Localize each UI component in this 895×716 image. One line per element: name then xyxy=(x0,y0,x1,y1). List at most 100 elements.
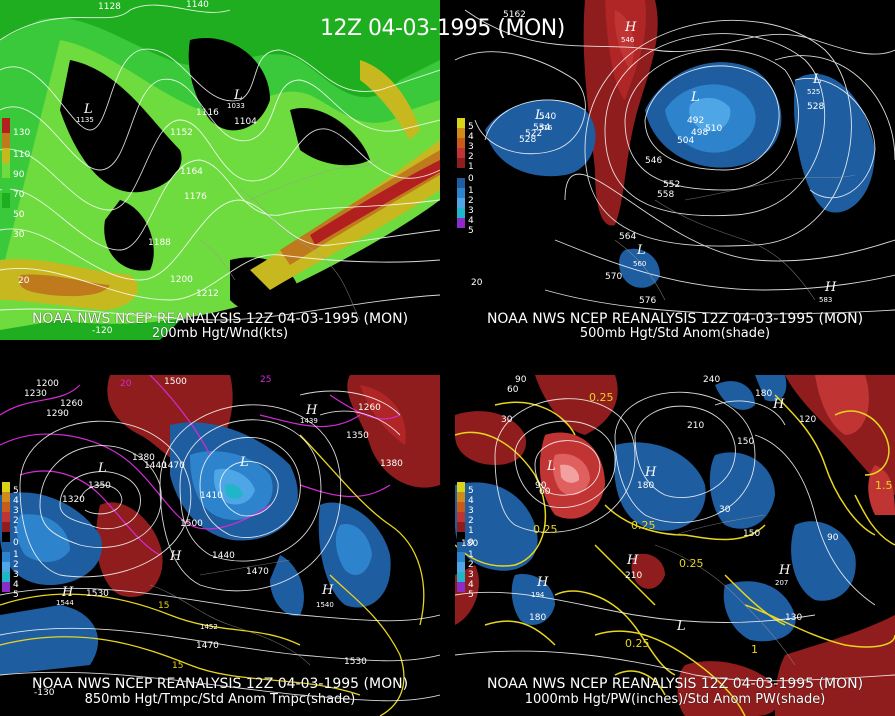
panel-subcaption: 850mb Hgt/Tmpc/Std Anom Tmpc(shade) xyxy=(84,692,356,707)
low-pressure-marker: L xyxy=(234,88,243,103)
legend-swatch xyxy=(2,552,10,562)
low-pressure-marker: L xyxy=(813,72,822,87)
legend-tick: 5 xyxy=(468,590,474,600)
legend-swatch xyxy=(2,148,10,163)
contour-label: 1440 xyxy=(144,461,167,471)
contour-label: 1500 xyxy=(164,377,187,387)
legend-swatch xyxy=(2,163,10,178)
contour-label: 552 xyxy=(663,180,681,190)
legend-tick: 4 xyxy=(468,580,474,590)
contour-label: 1380 xyxy=(132,453,155,463)
legend-swatch xyxy=(457,188,465,198)
contour-label: 0.25 xyxy=(679,557,704,570)
legend-swatch xyxy=(2,542,10,552)
legend-tick: 5 xyxy=(13,590,19,600)
legend-tick: 3 xyxy=(468,506,474,516)
legend-swatch xyxy=(2,582,10,592)
anomaly-shading xyxy=(455,0,895,340)
contour-label: 90 xyxy=(515,375,527,385)
contour-label: 180 xyxy=(755,389,773,399)
legend-swatch xyxy=(2,502,10,512)
contour-label: 1530 xyxy=(86,589,109,599)
contour-label: 583 xyxy=(819,296,833,304)
contour-label: 240 xyxy=(703,375,721,385)
contour-label: 60 xyxy=(507,385,519,395)
legend-tick: 3 xyxy=(13,506,19,516)
legend-swatch xyxy=(457,582,465,592)
contour-label: 1320 xyxy=(62,495,85,505)
legend-swatch xyxy=(2,522,10,532)
legend-tick: 130 xyxy=(13,128,31,138)
contour-label: 1140 xyxy=(186,0,209,10)
contour-label: 1440 xyxy=(212,551,235,561)
legend-tick: 0 xyxy=(468,174,474,184)
legend-swatch xyxy=(457,532,465,542)
low-pressure-marker: L xyxy=(677,619,686,634)
contour-label: 1500 xyxy=(180,519,203,529)
legend-tick: 70 xyxy=(13,190,25,200)
contour-label: 5162 xyxy=(503,10,526,20)
contour-label: 528 xyxy=(807,102,825,112)
low-pressure-marker: L xyxy=(240,455,249,470)
legend-swatch xyxy=(457,552,465,562)
contour-label: 1104 xyxy=(234,117,257,127)
legend-swatch xyxy=(457,542,465,552)
legend-swatch xyxy=(457,572,465,582)
contour-label: 528 xyxy=(519,135,537,145)
legend-tick: 1 xyxy=(468,550,474,560)
legend-tick: 2 xyxy=(13,516,19,526)
contour-label: 1260 xyxy=(60,399,83,409)
contour-label: 1200 xyxy=(36,379,59,389)
legend-tick: 4 xyxy=(13,580,19,590)
longitude-label: -120 xyxy=(92,326,113,336)
panel-500mb-map: 5 4 3 2 1 0 1 2 3 4 5 5162 546 540 534 5… xyxy=(455,0,895,340)
legend-swatch xyxy=(457,198,465,208)
legend-tick: 2 xyxy=(468,196,474,206)
legend-swatch xyxy=(457,512,465,522)
contour-label: 1410 xyxy=(200,491,223,501)
high-pressure-marker: H xyxy=(773,397,785,412)
legend-tick: 5 xyxy=(468,486,474,496)
legend-swatch xyxy=(457,522,465,532)
contour-label: 20 xyxy=(120,379,132,389)
legend-tick: 5 xyxy=(13,486,19,496)
legend-tick: 1 xyxy=(468,526,474,536)
contour-label: 150 xyxy=(743,529,761,539)
contour-label: 1128 xyxy=(98,2,121,12)
contour-label: 1 xyxy=(751,643,758,656)
contour-label: 30 xyxy=(501,415,513,425)
legend-tick: 1 xyxy=(468,162,474,172)
legend-200mb: 130 110 90 70 50 30 xyxy=(2,118,30,240)
contour-label: 0.25 xyxy=(589,391,614,404)
contour-label: 1.5 xyxy=(875,479,893,492)
contour-label: 504 xyxy=(677,136,695,146)
contour-label: 194 xyxy=(531,591,545,599)
contour-label: 564 xyxy=(619,232,637,242)
contour-label: 15 xyxy=(172,661,184,671)
latitude-label: 20 xyxy=(18,276,30,286)
legend-swatch xyxy=(457,118,465,128)
legend-swatch xyxy=(2,512,10,522)
panel-subcaption: 200mb Hgt/Wnd(kts) xyxy=(151,326,289,340)
legend-tick: 2 xyxy=(468,516,474,526)
low-pressure-marker: L xyxy=(637,243,646,258)
legend-swatch xyxy=(457,178,465,188)
legend-swatch xyxy=(2,562,10,572)
legend-tick: 4 xyxy=(468,496,474,506)
contour-label: 1439 xyxy=(300,417,318,425)
legend-tick: 0 xyxy=(468,538,474,548)
contour-label: 1380 xyxy=(380,459,403,469)
contour-label: 1200 xyxy=(170,275,193,285)
legend-swatch xyxy=(2,193,10,208)
legend-tick: 1 xyxy=(13,550,19,560)
contour-label: 1152 xyxy=(170,128,193,138)
contour-label: 1230 xyxy=(24,389,47,399)
contour-label: 560 xyxy=(633,260,647,268)
contour-label: 0.25 xyxy=(625,637,650,650)
contour-label: 1470 xyxy=(246,567,269,577)
low-pressure-marker: L xyxy=(98,461,107,476)
contour-label: 558 xyxy=(657,190,675,200)
contour-label: 15 xyxy=(158,601,170,611)
longitude-label: -130 xyxy=(34,688,55,698)
contour-label: 510 xyxy=(705,124,723,134)
